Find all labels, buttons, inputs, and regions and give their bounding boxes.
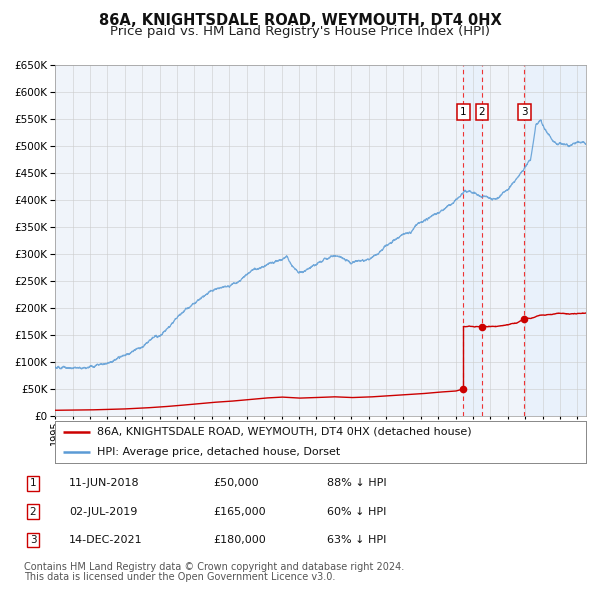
Text: £50,000: £50,000 — [213, 478, 259, 488]
Text: 1: 1 — [460, 107, 467, 117]
Bar — [524, 65, 586, 416]
Text: 63% ↓ HPI: 63% ↓ HPI — [327, 535, 386, 545]
Text: HPI: Average price, detached house, Dorset: HPI: Average price, detached house, Dors… — [97, 447, 340, 457]
Text: 3: 3 — [29, 535, 37, 545]
Text: Price paid vs. HM Land Registry's House Price Index (HPI): Price paid vs. HM Land Registry's House … — [110, 25, 490, 38]
Text: 2: 2 — [478, 107, 485, 117]
Bar — [463, 65, 482, 416]
Text: This data is licensed under the Open Government Licence v3.0.: This data is licensed under the Open Gov… — [24, 572, 335, 582]
Text: 60% ↓ HPI: 60% ↓ HPI — [327, 507, 386, 516]
Text: 3: 3 — [521, 107, 528, 117]
Text: 2: 2 — [29, 507, 37, 516]
Text: Contains HM Land Registry data © Crown copyright and database right 2024.: Contains HM Land Registry data © Crown c… — [24, 562, 404, 572]
Text: 02-JUL-2019: 02-JUL-2019 — [69, 507, 137, 516]
Text: £180,000: £180,000 — [213, 535, 266, 545]
Text: 86A, KNIGHTSDALE ROAD, WEYMOUTH, DT4 0HX (detached house): 86A, KNIGHTSDALE ROAD, WEYMOUTH, DT4 0HX… — [97, 427, 471, 437]
Text: 14-DEC-2021: 14-DEC-2021 — [69, 535, 143, 545]
Text: 86A, KNIGHTSDALE ROAD, WEYMOUTH, DT4 0HX: 86A, KNIGHTSDALE ROAD, WEYMOUTH, DT4 0HX — [98, 13, 502, 28]
Text: £165,000: £165,000 — [213, 507, 266, 516]
Text: 1: 1 — [29, 478, 37, 488]
Text: 11-JUN-2018: 11-JUN-2018 — [69, 478, 140, 488]
Text: 88% ↓ HPI: 88% ↓ HPI — [327, 478, 386, 488]
